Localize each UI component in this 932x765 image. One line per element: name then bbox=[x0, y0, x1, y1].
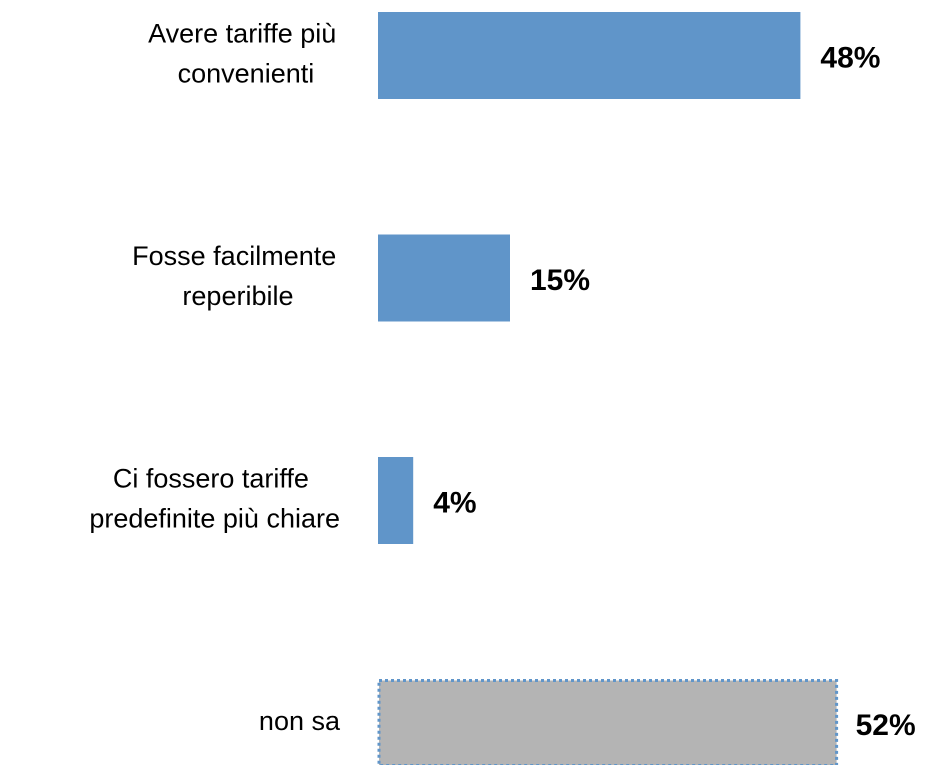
value-label: 48% bbox=[820, 41, 880, 74]
bar bbox=[378, 234, 510, 322]
value-label: 52% bbox=[856, 709, 916, 742]
category-label: Avere tariffe più convenienti bbox=[148, 19, 344, 89]
bar bbox=[377, 679, 839, 765]
value-label: 15% bbox=[530, 264, 590, 297]
bar bbox=[378, 12, 801, 99]
value-label: 4% bbox=[433, 486, 476, 519]
category-label: Ci fossero tariffe predefinite più chiar… bbox=[89, 464, 340, 534]
category-label: Fosse facilmente reperibile bbox=[132, 241, 344, 311]
category-label: non sa bbox=[259, 706, 341, 736]
bar bbox=[378, 457, 414, 544]
